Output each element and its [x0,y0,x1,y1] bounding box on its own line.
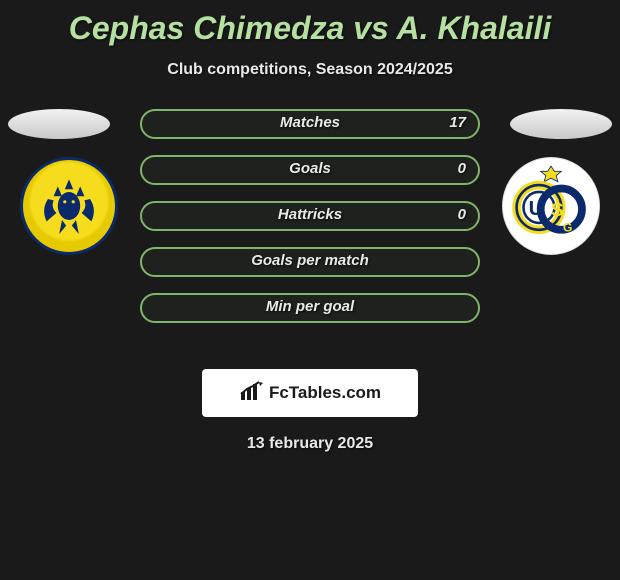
player-left-head-placeholder [8,109,110,139]
stat-label: Min per goal [142,298,478,315]
bar-chart-icon [239,380,265,407]
stat-row-hattricks: Hattricks 0 [140,201,480,231]
stat-label: Goals per match [142,252,478,269]
stvv-crest-icon [34,171,104,241]
club-badge-right: U S G [502,157,600,255]
comparison-panel: U S G Matches 17 Goals 0 Hattricks 0 Goa… [0,109,620,359]
stat-row-goals: Goals 0 [140,155,480,185]
brand-logo: FcTables.com [202,369,418,417]
page-subtitle: Club competitions, Season 2024/2025 [0,61,620,79]
stat-row-min-per-goal: Min per goal [140,293,480,323]
stat-value-right: 17 [449,114,466,131]
stats-list: Matches 17 Goals 0 Hattricks 0 Goals per… [140,109,480,339]
svg-text:U: U [529,197,544,220]
stat-label: Hattricks [142,206,478,223]
club-badge-left [20,157,118,255]
stat-row-goals-per-match: Goals per match [140,247,480,277]
stat-value-right: 0 [458,160,466,177]
page-title: Cephas Chimedza vs A. Khalaili [0,0,620,47]
brand-text: FcTables.com [269,383,381,403]
usg-crest-icon: U S G [508,161,594,252]
stat-value-right: 0 [458,206,466,223]
stat-label: Goals [142,160,478,177]
stat-row-matches: Matches 17 [140,109,480,139]
stat-label: Matches [142,114,478,131]
svg-text:G: G [563,220,572,234]
snapshot-date: 13 february 2025 [0,435,620,453]
player-right-head-placeholder [510,109,612,139]
svg-text:S: S [551,200,564,221]
